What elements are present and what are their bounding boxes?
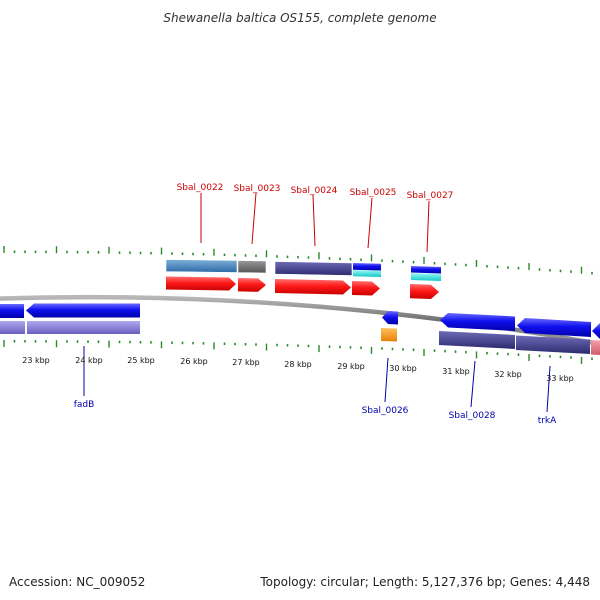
gene-label-sbal-0027[interactable]: Sbal_0027 bbox=[407, 191, 454, 201]
top-cog-band bbox=[165, 259, 441, 281]
cog-block-sbal-0022[interactable] bbox=[165, 259, 238, 273]
forward-cds-track bbox=[166, 276, 439, 299]
cog-block-trka[interactable] bbox=[516, 335, 590, 355]
gene-label-sbal-0022[interactable]: Sbal_0022 bbox=[177, 183, 224, 193]
cds-sbal-0022[interactable] bbox=[166, 276, 236, 291]
ruler-label-33-kbp: 33 kbp bbox=[546, 374, 574, 383]
ruler-labels: 23 kbp 24 kbp 25 kbp 26 kbp 27 kbp 28 kb… bbox=[22, 356, 574, 383]
cog-block-sbal-0024[interactable] bbox=[274, 261, 353, 276]
cds-sbal-0028[interactable] bbox=[440, 313, 515, 331]
cog-block-sbal-0025-b[interactable] bbox=[353, 270, 381, 277]
leader-sbal-0026 bbox=[384, 357, 389, 403]
ruler-label-24-kbp: 24 kbp bbox=[75, 356, 103, 365]
leader-sbal-0025 bbox=[367, 197, 373, 249]
genome-backbone bbox=[0, 294, 600, 347]
ruler-label-27-kbp: 27 kbp bbox=[232, 358, 260, 367]
cds-trka[interactable] bbox=[517, 318, 591, 337]
cog-block-right-edge[interactable] bbox=[591, 340, 600, 355]
cog-block-fadb[interactable] bbox=[27, 321, 140, 334]
ruler-label-30-kbp: 30 kbp bbox=[389, 364, 417, 373]
ruler-label-25-kbp: 25 kbp bbox=[127, 356, 155, 365]
cog-block-sbal-0026[interactable] bbox=[381, 328, 397, 342]
cds-sbal-0023[interactable] bbox=[238, 278, 266, 292]
gene-label-fadb[interactable]: fadB bbox=[74, 400, 95, 410]
top-gene-labels: Sbal_0022 Sbal_0023 Sbal_0024 Sbal_0025 … bbox=[177, 183, 454, 201]
ruler-label-23-kbp: 23 kbp bbox=[22, 356, 50, 365]
ruler-label-31-kbp: 31 kbp bbox=[442, 367, 470, 376]
cds-sbal-0026[interactable] bbox=[382, 311, 398, 325]
gene-label-sbal-0024[interactable]: Sbal_0024 bbox=[291, 186, 338, 196]
cds-right-edge[interactable] bbox=[592, 323, 600, 339]
cog-block-sbal-0027-b[interactable] bbox=[411, 273, 441, 281]
cog-block-sbal-0028[interactable] bbox=[439, 331, 515, 349]
accession-text: Accession: NC_009052 bbox=[9, 575, 145, 589]
gene-label-sbal-0028[interactable]: Sbal_0028 bbox=[449, 411, 496, 421]
gene-label-sbal-0025[interactable]: Sbal_0025 bbox=[350, 188, 397, 198]
leader-sbal-0028 bbox=[470, 360, 476, 408]
gene-label-sbal-0026[interactable]: Sbal_0026 bbox=[362, 406, 409, 416]
cog-block-sbal-0025-a[interactable] bbox=[353, 263, 381, 271]
cds-sbal-0024[interactable] bbox=[275, 279, 351, 295]
ruler-label-29-kbp: 29 kbp bbox=[337, 362, 365, 371]
genome-summary-text: Topology: circular; Length: 5,127,376 bp… bbox=[259, 575, 590, 589]
cds-left-edge[interactable] bbox=[0, 304, 24, 318]
cog-block-left-edge[interactable] bbox=[0, 321, 25, 334]
cds-fadb[interactable] bbox=[26, 303, 140, 318]
cds-sbal-0027[interactable] bbox=[410, 284, 439, 299]
map-title: Shewanella baltica OS155, complete genom… bbox=[163, 11, 436, 25]
bottom-gene-labels: fadB Sbal_0026 Sbal_0028 trkA bbox=[74, 400, 557, 426]
cds-sbal-0025[interactable] bbox=[352, 281, 380, 296]
cog-block-sbal-0023[interactable] bbox=[237, 260, 267, 274]
gene-label-sbal-0023[interactable]: Sbal_0023 bbox=[234, 184, 281, 194]
leader-sbal-0024 bbox=[312, 194, 316, 247]
ruler-tick-row bbox=[3, 340, 593, 364]
leader-sbal-0027 bbox=[426, 200, 430, 253]
leader-sbal-0023 bbox=[251, 192, 257, 245]
top-tick-row bbox=[3, 246, 593, 275]
ruler-label-32-kbp: 32 kbp bbox=[494, 370, 522, 379]
reverse-cds-track bbox=[0, 303, 600, 339]
leader-trka bbox=[546, 365, 551, 413]
ruler-label-28-kbp: 28 kbp bbox=[284, 360, 312, 369]
cog-block-sbal-0027-a[interactable] bbox=[411, 266, 441, 274]
ruler-label-26-kbp: 26 kbp bbox=[180, 357, 208, 366]
bottom-cog-band bbox=[0, 321, 600, 355]
gene-label-trka[interactable]: trkA bbox=[538, 416, 557, 426]
